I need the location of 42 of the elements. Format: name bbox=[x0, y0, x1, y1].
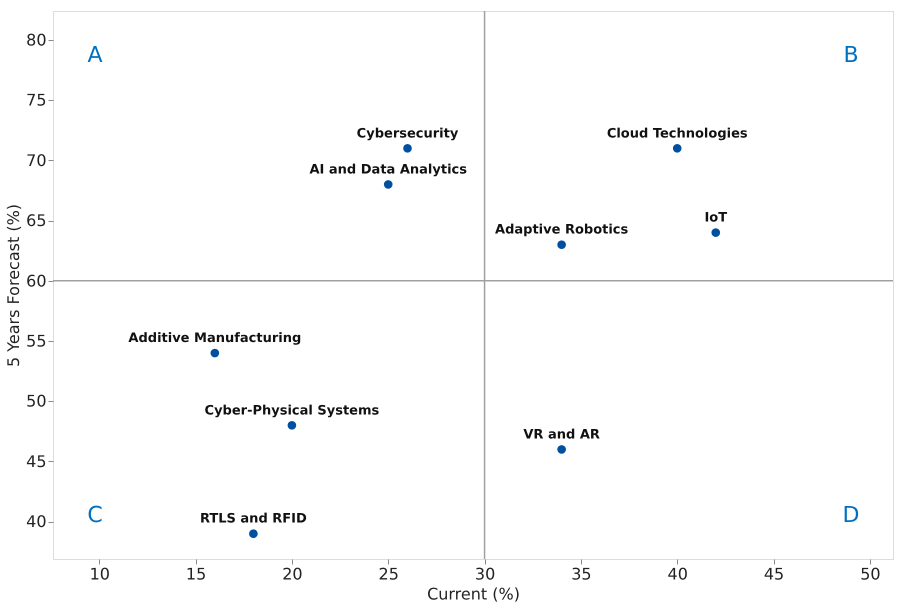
y-tick-label: 80 bbox=[26, 30, 46, 50]
point bbox=[672, 144, 682, 153]
annotation: C bbox=[87, 503, 103, 528]
series-label: Additive Manufacturing bbox=[128, 331, 302, 346]
annotation: D bbox=[842, 503, 860, 528]
point bbox=[210, 348, 220, 358]
x-tick-label: 20 bbox=[282, 564, 303, 584]
x-tick-label: 35 bbox=[571, 564, 592, 584]
point bbox=[557, 240, 566, 249]
point bbox=[711, 228, 720, 237]
y-tick-label: 50 bbox=[26, 392, 46, 411]
x-tick-label: 45 bbox=[764, 564, 784, 584]
x-tick-label: 50 bbox=[860, 564, 881, 584]
x-axis-title: Current (%) bbox=[427, 584, 520, 604]
y-tick-label: 45 bbox=[26, 452, 46, 471]
annotation: B bbox=[843, 42, 859, 68]
y-tick-label: 70 bbox=[26, 150, 46, 170]
y-axis-title: 5 Years Forecast (%) bbox=[4, 204, 24, 368]
point bbox=[557, 445, 566, 454]
y-tick-label: 60 bbox=[26, 271, 46, 290]
x-tick-label: 40 bbox=[668, 564, 688, 584]
series-label: Cloud Technologies bbox=[606, 126, 748, 142]
x-tick-label: 25 bbox=[378, 564, 399, 584]
y-tick-label: 65 bbox=[26, 211, 46, 230]
series-label: VR and AR bbox=[523, 427, 600, 442]
x-tick-label: 30 bbox=[474, 564, 496, 584]
annotation: A bbox=[87, 42, 103, 68]
series-label: RTLS and RFID bbox=[200, 512, 307, 527]
point bbox=[249, 529, 258, 538]
y-tick-label: 75 bbox=[26, 90, 46, 110]
series-label: Cyber-Physical Systems bbox=[204, 403, 380, 418]
point bbox=[384, 180, 393, 189]
series-label: Cybersecurity bbox=[356, 126, 459, 142]
point bbox=[403, 144, 412, 153]
x-tick-label: 10 bbox=[90, 564, 110, 584]
y-tick-label: 55 bbox=[26, 332, 46, 351]
point bbox=[288, 420, 296, 430]
y-tick-label: 40 bbox=[26, 512, 46, 532]
series-label: AI and Data Analytics bbox=[309, 162, 468, 178]
series-label: IoT bbox=[704, 210, 728, 226]
x-tick-label: 15 bbox=[186, 564, 206, 584]
series-label: Adaptive Robotics bbox=[495, 222, 628, 238]
